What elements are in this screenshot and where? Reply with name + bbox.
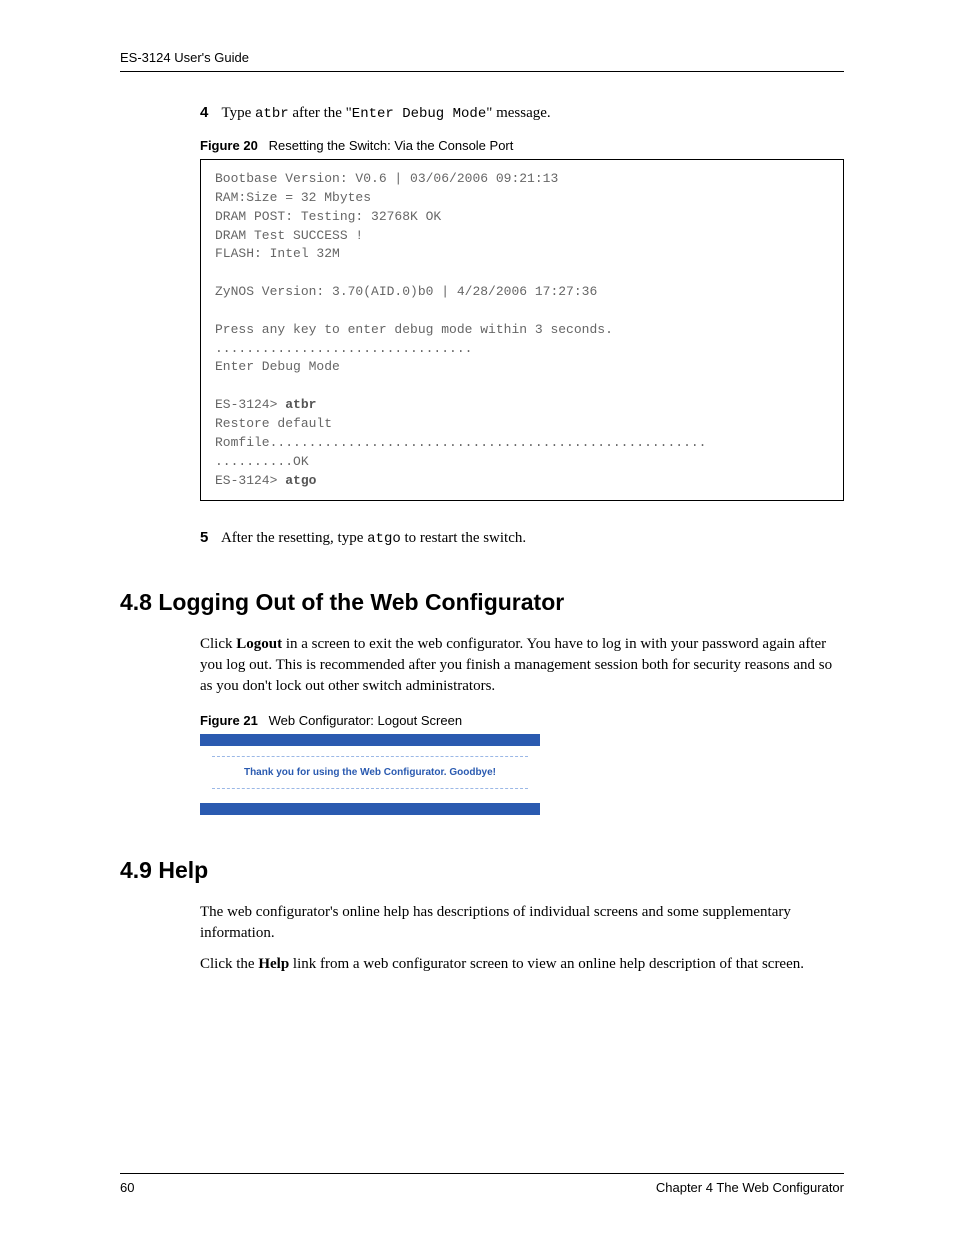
figure-20-caption-text: Resetting the Switch: Via the Console Po…: [269, 138, 514, 153]
section-4-8-pre: Click: [200, 636, 236, 652]
step-4-cmd: atbr: [255, 106, 289, 122]
page-footer: 60 Chapter 4 The Web Configurator: [120, 1173, 844, 1195]
chapter-label: Chapter 4 The Web Configurator: [656, 1180, 844, 1195]
code-cmd2: atgo: [285, 473, 316, 488]
section-4-9-paragraph-2: Click the Help link from a web configura…: [200, 954, 844, 975]
section-4-9-p2-bold: Help: [258, 956, 289, 972]
step-5-text-pre: After the resetting, type: [221, 530, 367, 546]
step-4: 4 Type atbr after the "Enter Debug Mode"…: [200, 104, 844, 122]
code-prompt1: ES-3124>: [215, 397, 285, 412]
figure-20-label: Figure 20: [200, 138, 258, 153]
section-4-9-paragraph-1: The web configurator's online help has d…: [200, 902, 844, 944]
step-5: 5 After the resetting, type atgo to rest…: [200, 529, 844, 547]
section-4-8-post: in a screen to exit the web configurator…: [200, 636, 832, 694]
step-4-msg: Enter Debug Mode: [352, 106, 486, 122]
step-4-text-pre: Type: [221, 105, 255, 121]
section-4-8-heading: 4.8 Logging Out of the Web Configurator: [120, 589, 844, 616]
section-4-8-paragraph: Click Logout in a screen to exit the web…: [200, 634, 844, 697]
section-4-9-heading: 4.9 Help: [120, 857, 844, 884]
step-5-text-post: to restart the switch.: [401, 530, 526, 546]
step-5-number: 5: [200, 529, 218, 546]
figure-20-codebox: Bootbase Version: V0.6 | 03/06/2006 09:2…: [200, 159, 844, 501]
figure-21-logout-screenshot: Thank you for using the Web Configurator…: [200, 734, 540, 815]
code-prompt2: ES-3124>: [215, 473, 285, 488]
step-5-cmd: atgo: [367, 531, 401, 547]
header-title: ES-3124 User's Guide: [120, 50, 844, 72]
step-4-text-mid: after the ": [289, 105, 352, 121]
step-4-text-post: " message.: [486, 105, 550, 121]
page-number: 60: [120, 1180, 134, 1195]
figure-21-caption: Figure 21 Web Configurator: Logout Scree…: [200, 713, 844, 728]
code-lines: Bootbase Version: V0.6 | 03/06/2006 09:2…: [215, 171, 613, 374]
section-4-9-p2-pre: Click the: [200, 956, 258, 972]
code-after1: Restore default Romfile.................…: [215, 416, 706, 469]
figure-20-caption: Figure 20 Resetting the Switch: Via the …: [200, 138, 844, 153]
section-4-8-bold: Logout: [236, 636, 282, 652]
code-cmd1: atbr: [285, 397, 316, 412]
step-4-number: 4: [200, 104, 218, 121]
figure-21-label: Figure 21: [200, 713, 258, 728]
section-4-9-p2-post: link from a web configurator screen to v…: [289, 956, 804, 972]
figure-21-caption-text: Web Configurator: Logout Screen: [269, 713, 462, 728]
logout-message: Thank you for using the Web Configurator…: [212, 756, 528, 789]
